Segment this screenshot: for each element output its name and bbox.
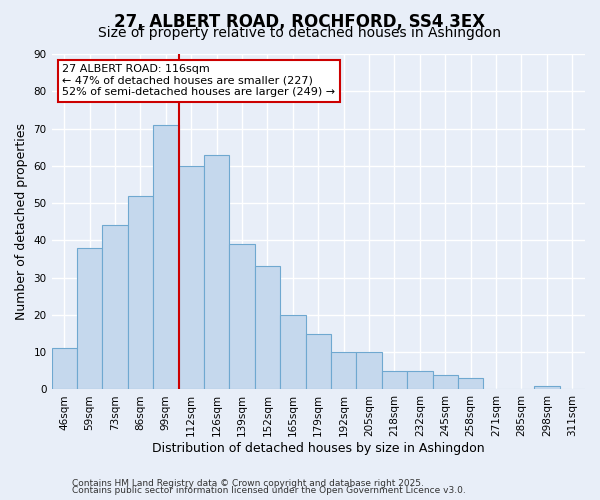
Text: Contains HM Land Registry data © Crown copyright and database right 2025.: Contains HM Land Registry data © Crown c… [72,478,424,488]
Y-axis label: Number of detached properties: Number of detached properties [15,123,28,320]
Bar [382,371,407,390]
Text: Size of property relative to detached houses in Ashingdon: Size of property relative to detached ho… [98,26,502,40]
Bar [77,248,103,390]
Bar [356,352,382,390]
Bar [458,378,484,390]
X-axis label: Distribution of detached houses by size in Ashingdon: Distribution of detached houses by size … [152,442,485,455]
Bar [153,125,179,390]
Bar [103,226,128,390]
Bar [179,166,204,390]
Bar [204,154,229,390]
Bar [305,334,331,390]
Bar [331,352,356,390]
Text: 27 ALBERT ROAD: 116sqm
← 47% of detached houses are smaller (227)
52% of semi-de: 27 ALBERT ROAD: 116sqm ← 47% of detached… [62,64,335,98]
Bar [534,386,560,390]
Bar [229,244,255,390]
Bar [52,348,77,390]
Bar [255,266,280,390]
Bar [407,371,433,390]
Bar [433,374,458,390]
Bar [280,315,305,390]
Bar [128,196,153,390]
Text: Contains public sector information licensed under the Open Government Licence v3: Contains public sector information licen… [72,486,466,495]
Text: 27, ALBERT ROAD, ROCHFORD, SS4 3EX: 27, ALBERT ROAD, ROCHFORD, SS4 3EX [115,12,485,30]
